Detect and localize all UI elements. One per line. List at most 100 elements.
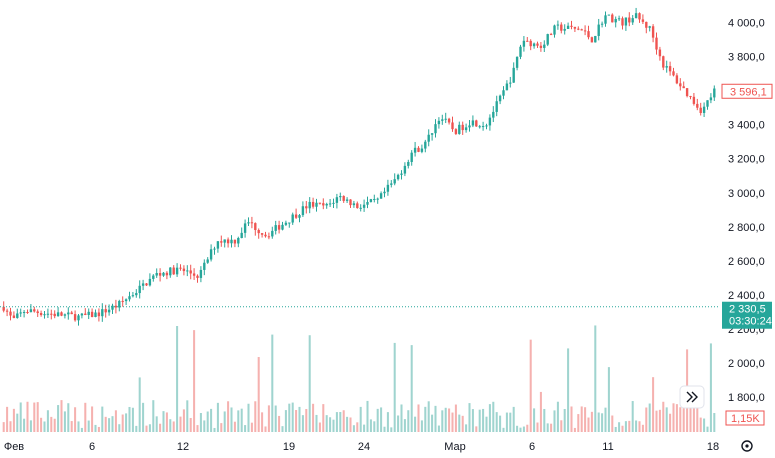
volume-bar [189,417,192,432]
candle-body [390,183,393,185]
candle-body [468,125,471,128]
volume-bar [376,408,379,432]
volume-bar [624,421,627,432]
volume-bar [465,424,468,432]
candle-body [420,148,424,152]
volume-bar [641,424,644,432]
volume-bar [94,424,97,432]
candle-body [196,275,199,278]
candle-body [94,312,97,318]
candle-body [444,118,447,120]
candle-body [628,17,631,23]
candle-body [373,198,376,200]
candle-body [509,82,512,84]
volume-bar [417,404,420,432]
volume-bar [67,403,70,432]
volume-bar [635,420,638,432]
candle-body [325,203,328,206]
volume-bar [363,424,366,432]
scroll-to-latest-button[interactable] [679,385,705,409]
volume-bar [590,411,593,432]
volume-bar [196,425,199,432]
volume-bar [213,427,216,432]
volume-bar [305,409,308,432]
candle-body [315,202,318,207]
candle-body [594,35,597,43]
candle-body [271,230,274,237]
candle-body [706,100,709,107]
volume-bar [502,427,505,432]
volume-bar [125,413,128,432]
volume-bar [495,412,498,432]
candle-body [121,300,124,302]
candle-body [441,119,444,121]
candle-body [29,309,33,313]
candle-body [328,203,332,205]
volume-bar [288,403,291,432]
candle-body [621,18,624,26]
volume-bar [6,406,9,432]
candle-body [461,124,464,131]
candle-body [155,273,158,276]
candle-body [529,40,532,47]
volume-bar [437,425,440,432]
candle-body [648,26,651,28]
candle-body [33,309,36,312]
volume-bar [366,400,369,432]
volume-bar [131,407,134,432]
volume-bar [563,409,566,432]
candle-body [124,299,128,302]
settings-button[interactable] [741,440,753,452]
candle-body [284,222,288,225]
volume-bar [648,403,651,432]
volume-bar [553,410,556,432]
y-tick-label: 1 800,0 [728,392,765,404]
x-tick-label: 19 [283,441,295,453]
candle-body [696,103,699,108]
volume-bar [607,367,610,432]
candle-body [39,313,43,316]
candle-body [220,241,223,243]
volume-bar [278,415,281,432]
volume-bar [536,422,539,432]
volume-bar [91,406,94,432]
candle-body [213,248,216,250]
y-axis: 4 000,03 800,03 600,03 400,03 200,03 000… [728,18,765,405]
volume-bar [597,412,600,432]
volume-label: 1,15K [731,413,760,425]
candle-body [152,275,155,279]
price-badges: 3 596,1 2 330,503:30:24 1,15K [721,83,773,426]
candle-body [233,239,237,244]
candle-body [553,25,556,35]
volume-bar [135,425,138,432]
volume-bar [322,404,325,432]
candle-body [403,165,407,174]
volume-bar [97,426,100,432]
volume-bar [461,415,464,432]
volume-bar [570,406,573,432]
candle-body [182,268,186,272]
volume-bar [318,422,321,432]
volume-bar [655,410,658,432]
volume-bar [393,342,396,432]
candle-body [600,23,604,25]
candle-body [570,25,573,27]
volume-bar [50,416,53,432]
volume-bar [448,408,451,432]
candle-body [556,24,560,26]
volume-bar [114,410,117,432]
candle-body [206,259,209,263]
volume-bar [441,410,444,432]
volume-bar [658,409,661,432]
candle-body [203,262,206,270]
candle-body [158,273,162,276]
volume-bar [580,406,583,432]
volume-bar [121,414,124,432]
candle-body [451,122,454,130]
volume-bar [244,425,247,432]
volume-bar [703,418,706,432]
volume-bar [543,408,546,432]
candle-body [498,95,502,102]
